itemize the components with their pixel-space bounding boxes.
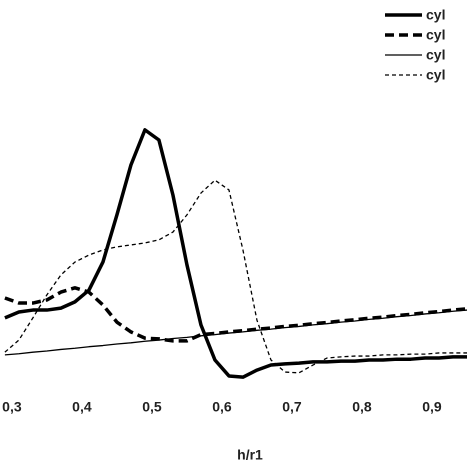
legend-label: cyl bbox=[426, 7, 445, 23]
x-tick-label: 0,9 bbox=[422, 399, 442, 415]
legend-label: cyl bbox=[426, 27, 445, 43]
x-tick-label: 0,6 bbox=[212, 399, 232, 415]
series-line bbox=[4, 309, 468, 356]
x-axis-label: h/r1 bbox=[237, 447, 263, 463]
x-tick-label: 0,3 bbox=[2, 399, 22, 415]
series-line bbox=[4, 179, 467, 374]
x-tick-label: 0,7 bbox=[282, 399, 302, 415]
x-tick-label: 0,8 bbox=[352, 399, 372, 415]
legend-label: cyl bbox=[426, 47, 445, 63]
series-line bbox=[4, 128, 467, 379]
x-tick-label: 0,5 bbox=[142, 399, 162, 415]
series-line bbox=[4, 286, 468, 343]
legend-label: cyl bbox=[426, 67, 445, 83]
x-tick-label: 0,4 bbox=[72, 399, 92, 415]
